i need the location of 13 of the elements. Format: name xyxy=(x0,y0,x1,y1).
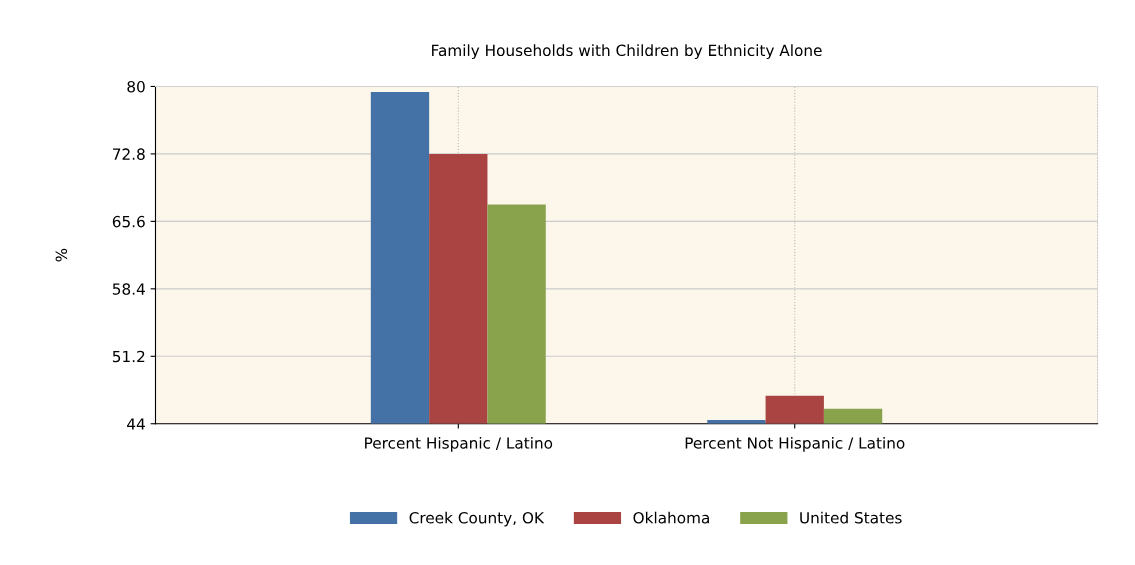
y-tick-label: 65.6 xyxy=(112,215,145,228)
x-tick-label: Percent Hispanic / Latino xyxy=(365,436,553,452)
legend-label: Creek County, OK xyxy=(409,511,545,527)
y-axis-title: % xyxy=(55,248,68,262)
y-tick-label: 44 xyxy=(127,418,145,430)
legend-label: Oklahoma xyxy=(633,511,709,524)
y-tick-label: 51.2 xyxy=(112,350,145,363)
y-tick-label: 58.4 xyxy=(112,283,145,295)
chart-title: Family Households with Children by Ethnicity Alone xyxy=(432,44,822,60)
y-tick-label: 80 xyxy=(127,80,145,93)
legend-label: United States xyxy=(800,511,902,524)
y-tick-label: 72.8 xyxy=(113,148,145,160)
x-tick-label: Percent Not Hispanic / Latino xyxy=(685,436,905,452)
